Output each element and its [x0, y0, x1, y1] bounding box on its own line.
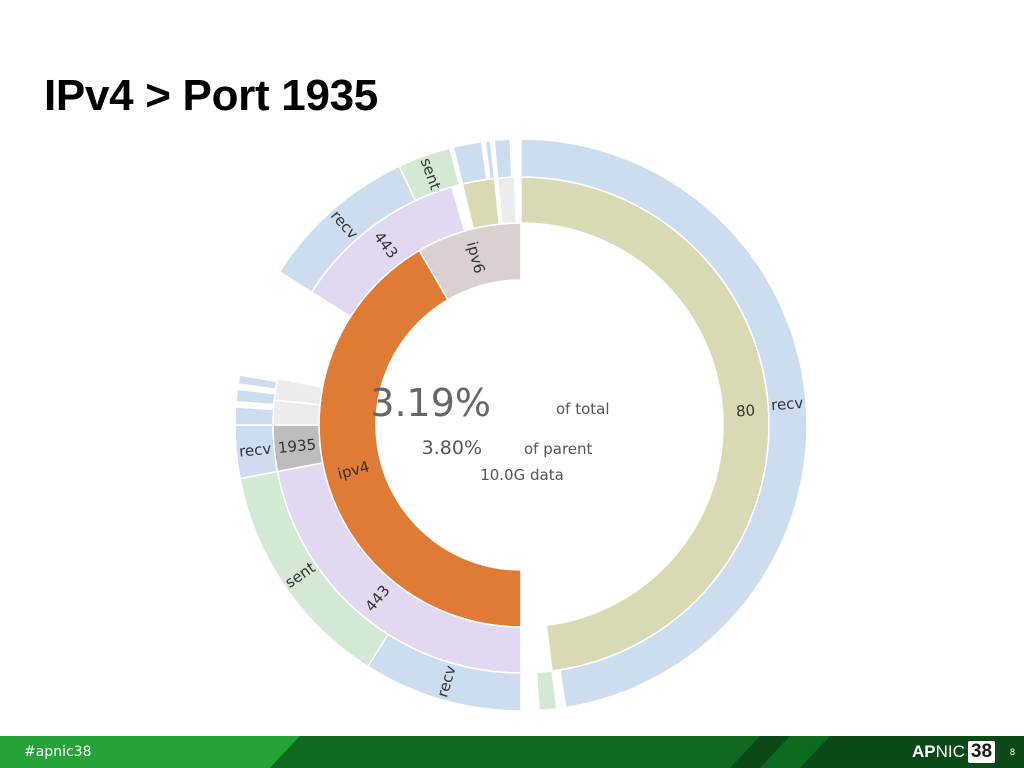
center-data-size: 10.0G data	[480, 466, 564, 484]
label-direction-recv: recv	[238, 440, 272, 461]
segment-port-unlabeled-6[interactable]	[461, 177, 501, 230]
center-percent-total: 3.19%	[370, 381, 491, 425]
segment-direction-unlabeled-5[interactable]	[234, 406, 275, 426]
logo-number: 38	[967, 741, 996, 763]
logo-ap: AP	[912, 742, 936, 761]
segment-direction-unlabeled-11[interactable]	[484, 139, 496, 180]
footer-hashtag: #apnic38	[24, 744, 92, 760]
label-port-80: 80	[735, 401, 755, 420]
center-percent-parent: 3.80%	[422, 437, 482, 459]
segment-direction-unlabeled-12[interactable]	[493, 138, 513, 179]
slide-title: IPv4 > Port 1935	[44, 71, 378, 120]
footer-background	[0, 736, 1024, 768]
logo-nic: NIC	[935, 742, 965, 761]
page-number: 8	[1010, 747, 1016, 757]
segment-port-unlabeled-7[interactable]	[496, 176, 517, 225]
center-of-total-label: of total	[556, 400, 610, 418]
center-of-parent-label: of parent	[524, 440, 593, 458]
apnic-logo: AP NIC 38	[912, 740, 996, 764]
segment-direction-unlabeled-10[interactable]	[452, 140, 488, 185]
segment-direction-sent-9[interactable]	[398, 147, 461, 202]
sunburst-chart[interactable]: ipv4ipv6804431935443recvrecvsentrecvrecv…	[0, 0, 1024, 736]
segment-direction-unlabeled-7[interactable]	[237, 374, 278, 391]
segment-direction-recv-0[interactable]	[520, 138, 808, 709]
rings-layer	[234, 138, 808, 712]
label-port-1935: 1935	[277, 435, 317, 457]
segment-direction-unlabeled-1[interactable]	[535, 670, 558, 712]
label-direction-recv: recv	[770, 394, 804, 414]
footer-bar: #apnic38 AP NIC 38 8	[0, 736, 1024, 768]
segment-direction-unlabeled-6[interactable]	[235, 388, 276, 406]
center-readout: 3.19% of total 3.80% of parent 10.0G dat…	[370, 381, 609, 484]
segment-port-unlabeled-4[interactable]	[273, 377, 324, 406]
